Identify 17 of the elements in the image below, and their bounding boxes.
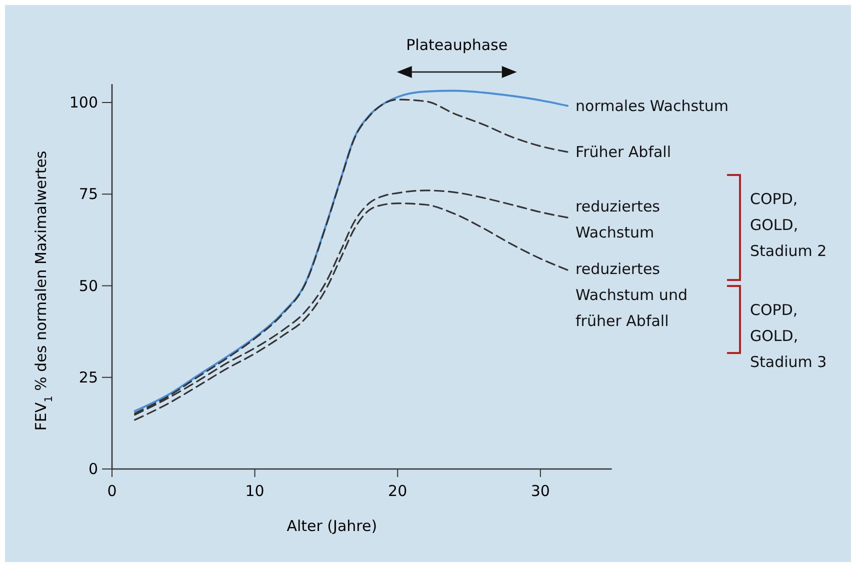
text: Plateauphase bbox=[406, 36, 508, 54]
series-label: reduziertes Wachstum und früher Abfall bbox=[576, 260, 688, 330]
x-tick-label: 10 bbox=[245, 482, 264, 500]
series-label: normales Wachstum bbox=[576, 96, 729, 115]
text: COPD, GOLD, Stadium 2 bbox=[750, 190, 827, 260]
y-tick-label: 100 bbox=[69, 94, 98, 112]
series-label: Früher Abfall bbox=[576, 142, 672, 161]
y-tick-label: 25 bbox=[78, 368, 98, 386]
y-tick-label: 50 bbox=[78, 276, 98, 295]
x-tick-label: 20 bbox=[388, 482, 408, 500]
y-tick-label: 0 bbox=[88, 460, 98, 478]
text: COPD, GOLD, Stadium 3 bbox=[750, 301, 827, 371]
series-label: reduziertes Wachstum bbox=[576, 198, 660, 242]
x-tick-label: 0 bbox=[107, 482, 117, 500]
y-tick-label: 75 bbox=[78, 185, 98, 204]
x-tick-label: 30 bbox=[530, 482, 550, 500]
x-axis-title: Alter (Jahre) bbox=[286, 517, 378, 535]
